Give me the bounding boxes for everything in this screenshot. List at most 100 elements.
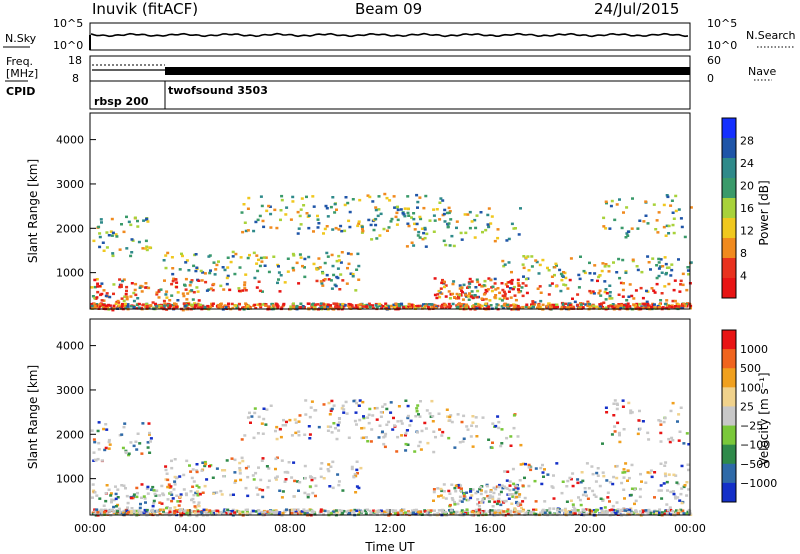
echo-cell [255, 486, 259, 490]
echo-cell [267, 270, 271, 274]
echo-cell [330, 407, 334, 411]
echo-cell [608, 509, 612, 512]
echo-cell [602, 225, 606, 228]
echo-cell [341, 404, 345, 408]
echo-cell [536, 287, 540, 290]
echo-cell [307, 302, 311, 305]
echo-cell [629, 411, 633, 415]
echo-cell [567, 306, 571, 309]
echo-cell [436, 487, 440, 490]
cpid-panel [89, 80, 691, 110]
colorbar-segment [722, 198, 736, 219]
echo-cell [654, 228, 658, 231]
echo-cell [669, 509, 673, 512]
echo-cell [675, 481, 679, 484]
echo-cell [338, 417, 341, 421]
echo-cell [116, 496, 120, 499]
echo-cell [603, 512, 607, 515]
echo-cell [383, 403, 387, 406]
echo-cell [622, 303, 626, 307]
echo-cell [665, 299, 669, 302]
echo-cell [435, 208, 439, 211]
echo-cell [275, 513, 279, 516]
echo-cell [594, 508, 598, 512]
echo-cell [146, 492, 150, 495]
echo-cell [152, 499, 156, 503]
echo-cell [524, 256, 528, 259]
echo-cell [96, 429, 100, 433]
echo-cell [671, 510, 675, 513]
echo-cell [676, 420, 679, 423]
echo-cell [339, 261, 343, 264]
echo-cell [512, 488, 516, 491]
echo-cell [474, 305, 478, 309]
echo-cell [396, 205, 399, 209]
echo-cell [195, 514, 199, 518]
echo-cell [170, 512, 174, 515]
x-tick-label: 12:00 [374, 522, 406, 535]
echo-cell [495, 512, 499, 515]
echo-cell [623, 497, 626, 500]
echo-cell [641, 511, 645, 515]
echo-cell [246, 416, 250, 419]
echo-cell [503, 470, 507, 473]
echo-cell [303, 257, 307, 261]
echo-cell [480, 489, 483, 492]
echo-cell [489, 278, 493, 282]
echo-cell [507, 237, 511, 241]
echo-cell [413, 222, 416, 226]
echo-cell [503, 500, 507, 503]
echo-cell [649, 268, 652, 271]
echo-cell [492, 486, 496, 490]
echo-cell [282, 418, 285, 422]
echo-cell [106, 512, 110, 516]
echo-cell [466, 213, 470, 216]
echo-cell [364, 512, 368, 515]
echo-cell [368, 305, 372, 309]
noise-right-tick-bottom: 10^0 [707, 39, 737, 52]
echo-cell [581, 493, 585, 497]
echo-cell [482, 293, 486, 296]
echo-cell [98, 509, 101, 513]
echo-cell [523, 476, 526, 480]
echo-cell [132, 291, 136, 295]
echo-cell [655, 276, 659, 280]
colorbar-tick-label: −1000 [740, 477, 777, 490]
echo-cell [598, 289, 602, 292]
echo-cell [458, 495, 462, 499]
echo-cell [178, 268, 182, 271]
echo-cell [238, 303, 241, 306]
echo-cell [387, 420, 391, 424]
echo-cell [449, 293, 453, 296]
echo-cell [179, 495, 182, 499]
echo-cell [371, 306, 375, 310]
echo-cell [662, 511, 666, 514]
echo-cell [404, 305, 408, 308]
echo-cell [310, 478, 314, 482]
echo-cell [436, 512, 440, 515]
echo-cell [672, 490, 675, 493]
echo-cell [515, 484, 519, 488]
echo-cell [591, 290, 595, 293]
echo-cell [361, 305, 365, 308]
echo-cell [462, 304, 466, 307]
echo-cell [624, 271, 628, 274]
echo-cell [507, 305, 511, 308]
echo-cell [627, 476, 631, 480]
echo-cell [568, 278, 572, 282]
echo-cell [308, 485, 312, 488]
echo-cell [207, 255, 211, 258]
echo-cell [571, 503, 575, 506]
echo-cell [322, 232, 325, 235]
echo-cell [469, 295, 473, 298]
echo-cell [268, 205, 272, 208]
y-tick-label: 1000 [56, 473, 84, 486]
echo-cell [299, 223, 303, 226]
echo-cell [143, 497, 147, 500]
colorbar-tick-label: 12 [740, 225, 754, 238]
echo-cell [474, 508, 478, 512]
echo-cell [516, 487, 520, 490]
echo-cell [366, 440, 370, 443]
echo-cell [687, 302, 691, 306]
echo-cell [663, 302, 667, 306]
